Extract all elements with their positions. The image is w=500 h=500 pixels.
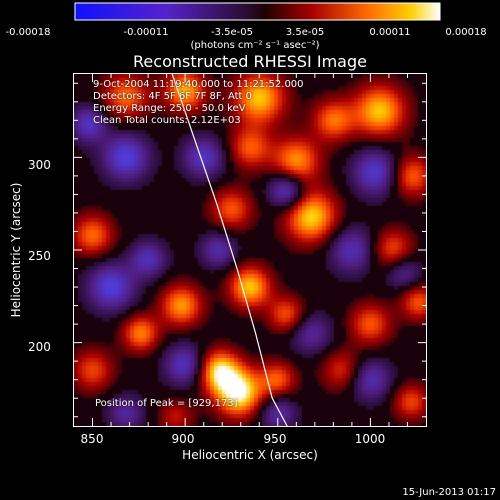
info-detectors: Detectors: 4F 5F 6F 7F 8F, Att 0 <box>93 91 253 102</box>
colorbar-gradient <box>74 2 441 21</box>
colorbar-tick-label: 3.5e-05 <box>285 27 325 38</box>
x-tick-label: 850 <box>80 432 104 446</box>
colorbar <box>74 2 441 21</box>
colorbar-tick-label: -0.00018 <box>5 27 51 38</box>
heatmap-image <box>74 74 426 426</box>
chart-title: Reconstructed RHESSI Image <box>133 52 367 71</box>
x-axis-label: Heliocentric X (arcsec) <box>182 448 318 462</box>
creation-date: 15-Jun-2013 01:17 <box>402 487 496 498</box>
y-tick-label: 300 <box>28 158 51 172</box>
colorbar-tick-label: -3.5e-05 <box>211 27 253 38</box>
solar-limb-line <box>171 74 288 426</box>
y-tick-label: 250 <box>28 249 51 263</box>
y-tick-label: 200 <box>28 340 51 354</box>
x-tick-label: 1000 <box>354 432 386 446</box>
colorbar-tick-label: -0.00011 <box>123 27 169 38</box>
x-tick-label: 950 <box>263 432 287 446</box>
info-total-counts: Clean Total counts: 2.12E+03 <box>93 115 241 126</box>
solar-limb-overlay <box>171 74 288 426</box>
x-tick-label: 900 <box>171 432 195 446</box>
info-energy-range: Energy Range: 25.0 - 50.0 keV <box>93 103 246 114</box>
colorbar-tick-label: 0.00018 <box>445 27 487 38</box>
info-time-range: 9-Oct-2004 11:19:40.000 to 11:21:52.000 <box>93 79 304 90</box>
peak-position-label: Position of Peak = [929,173] <box>95 398 238 409</box>
plot-area <box>73 73 427 427</box>
colorbar-tick-label: 0.00011 <box>369 27 411 38</box>
colorbar-units: (photons cm⁻² s⁻¹ asec⁻²) <box>190 40 320 51</box>
y-axis-label: Heliocentric Y (arcsec) <box>9 182 23 318</box>
